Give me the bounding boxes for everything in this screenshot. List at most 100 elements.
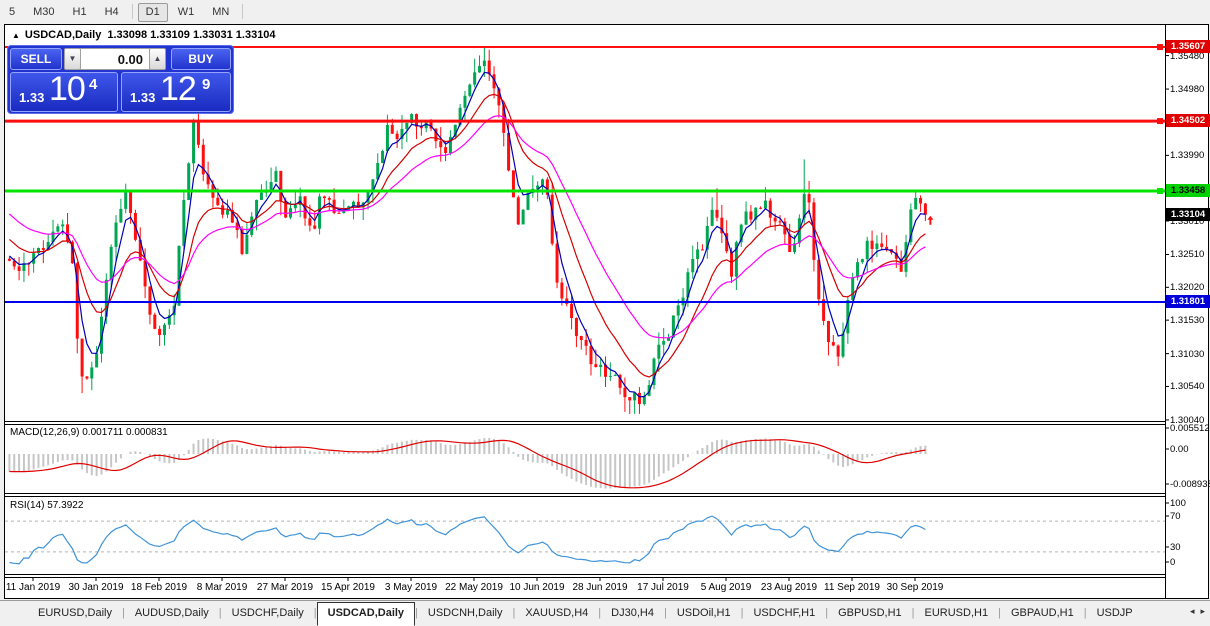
tab-scroll-left-icon[interactable]: ◂ xyxy=(1189,606,1195,616)
tab-separator: | xyxy=(825,607,829,619)
tab-usdcnh-daily[interactable]: USDCNH,Daily xyxy=(427,607,503,619)
date-tick-label: 30 Sep 2019 xyxy=(886,582,944,593)
volume-increase-button[interactable]: ▲ xyxy=(149,48,166,70)
current-price-arrow-icon xyxy=(927,215,934,225)
price-axis-divider xyxy=(1165,24,1166,599)
tab-separator: | xyxy=(663,607,667,619)
price-tick-label: 1.33010 xyxy=(1170,216,1205,227)
macd-tick-label: 0.005512 xyxy=(1170,423,1210,434)
date-tick-label: 22 May 2019 xyxy=(445,582,503,593)
tab-audusd-daily[interactable]: AUDUSD,Daily xyxy=(134,607,209,619)
tab-separator: | xyxy=(911,607,915,619)
price-tick-label: 1.32020 xyxy=(1170,282,1205,294)
date-tick-label: 17 Jul 2019 xyxy=(637,582,689,593)
tab-dj30-h4[interactable]: DJ30,H4 xyxy=(611,607,654,619)
rsi-tick-label: 70 xyxy=(1170,511,1181,522)
tab-eurusd-daily[interactable]: EURUSD,Daily xyxy=(38,607,112,619)
rsi-tick-label: 30 xyxy=(1170,542,1181,553)
date-tick-label: 5 Aug 2019 xyxy=(700,582,752,593)
timeframe-button-m30[interactable]: M30 xyxy=(33,6,55,18)
current-price-badge: 1.33104 xyxy=(1166,207,1210,221)
toolbar-separator xyxy=(242,4,244,19)
sell-price-main: 10 xyxy=(49,70,86,108)
sell-button[interactable]: SELL xyxy=(10,48,62,70)
timeframe-button-mn[interactable]: MN xyxy=(212,6,230,18)
timeframe-button-w1[interactable]: W1 xyxy=(177,6,195,18)
date-tick-label: 3 May 2019 xyxy=(384,582,438,593)
toolbar-separator xyxy=(131,4,133,19)
date-tick-label: 8 Mar 2019 xyxy=(196,582,248,593)
macd-label: MACD(12,26,9) 0.001711 0.000831 xyxy=(10,427,168,438)
chart-ohlc-values: 1.33098 1.33109 1.33031 1.33104 xyxy=(107,29,276,41)
sell-price-base: 1.33 xyxy=(19,90,45,105)
tab-usdchf-h1[interactable]: USDCHF,H1 xyxy=(753,607,816,619)
price-tick-label: 1.33990 xyxy=(1170,150,1205,162)
timeframe-toolbar: 5 M30 H1 H4 D1 W1 MN xyxy=(0,0,1210,23)
tab-usdjp[interactable]: USDJP xyxy=(1096,607,1133,619)
date-tick-label: 30 Jan 2019 xyxy=(68,582,124,593)
date-tick-label: 27 Mar 2019 xyxy=(256,582,314,593)
chart-tab-bar: EURUSD,Daily | AUDUSD,Daily | USDCHF,Daily | U… xyxy=(0,600,1210,626)
price-tick-label: 1.32510 xyxy=(1170,249,1205,261)
chevron-up-icon: ▲ xyxy=(153,54,162,63)
rsi-tick-label: 0 xyxy=(1170,557,1176,568)
level-price-badge: 1.31801 xyxy=(1166,294,1210,308)
buy-button[interactable]: BUY xyxy=(171,48,231,70)
level-price-badge: 1.33458 xyxy=(1166,184,1210,197)
one-click-trading-panel: SELL ▼ ▲ BUY 1.33 10 4 1.33 12 9 xyxy=(7,45,234,114)
timeframe-button-5[interactable]: 5 xyxy=(9,6,16,18)
pane-separator[interactable] xyxy=(5,574,1165,578)
date-tick-label: 23 Aug 2019 xyxy=(760,582,818,593)
tab-separator: | xyxy=(998,607,1001,619)
timeframe-button-h4[interactable]: H4 xyxy=(104,6,119,18)
date-tick-label: 11 Sep 2019 xyxy=(824,582,880,593)
price-tick-label: 1.35480 xyxy=(1170,50,1205,62)
tab-separator: | xyxy=(1083,607,1087,619)
chart-title: ▲ USDCAD,Daily 1.33098 1.33109 1.33031 1.3… xyxy=(12,29,276,41)
tab-separator: | xyxy=(512,607,516,619)
buy-price-main: 12 xyxy=(160,70,197,108)
price-tick-label: 1.30040 xyxy=(1170,414,1205,426)
timeframe-button-d1[interactable]: D1 xyxy=(137,3,168,22)
date-tick-label: 10 Jun 2019 xyxy=(509,582,565,593)
buy-price-display[interactable]: 1.33 12 9 xyxy=(121,70,231,112)
macd-tick-label: -0.008938 xyxy=(1170,479,1210,490)
tab-separator: | xyxy=(218,607,222,619)
tab-usdoil-h1[interactable]: USDOil,H1 xyxy=(676,607,731,619)
date-tick-label: 15 Apr 2019 xyxy=(321,582,375,593)
date-tick-label: 11 Jan 2019 xyxy=(5,582,61,593)
tab-gbpaud-h1[interactable]: GBPAUD,H1 xyxy=(1010,607,1074,619)
tab-separator: | xyxy=(740,607,744,619)
tab-usdchf-daily[interactable]: USDCHF,Daily xyxy=(231,607,304,619)
tab-separator: | xyxy=(121,607,125,619)
date-tick-label: 28 Jun 2019 xyxy=(572,582,628,593)
price-tick-label: 1.31530 xyxy=(1170,315,1205,327)
tab-eurusd-h1[interactable]: EURUSD,H1 xyxy=(924,607,989,619)
sell-price-pip: 4 xyxy=(89,76,98,93)
buy-price-base: 1.33 xyxy=(130,90,156,105)
pane-separator[interactable] xyxy=(5,493,1165,497)
tab-usdcad-daily[interactable]: USDCAD,Daily xyxy=(316,602,416,626)
tab-separator: | xyxy=(313,607,317,619)
tab-gbpusd-h1[interactable]: GBPUSD,H1 xyxy=(838,607,902,619)
macd-tick-label: 0.00 xyxy=(1170,444,1189,455)
pane-separator[interactable] xyxy=(5,421,1165,425)
level-price-badge: 1.34502 xyxy=(1166,114,1210,128)
date-tick-label: 18 Feb 2019 xyxy=(130,582,188,593)
chevron-down-icon: ▼ xyxy=(68,54,77,63)
price-tick-label: 1.31030 xyxy=(1170,348,1205,360)
tab-separator: | xyxy=(598,607,602,619)
price-tick-label: 1.30540 xyxy=(1170,381,1205,393)
tab-xauusd-h4[interactable]: XAUUSD,H4 xyxy=(525,607,589,619)
tab-scroll-right-icon[interactable]: ▸ xyxy=(1200,606,1205,616)
collapse-triangle-icon[interactable]: ▲ xyxy=(12,31,20,40)
volume-input[interactable] xyxy=(80,48,150,70)
timeframe-button-h1[interactable]: H1 xyxy=(72,6,87,18)
sell-price-display[interactable]: 1.33 10 4 xyxy=(10,70,118,112)
level-price-badge: 1.35607 xyxy=(1166,40,1210,54)
volume-decrease-button[interactable]: ▼ xyxy=(64,48,81,70)
buy-price-pip: 9 xyxy=(202,76,211,93)
price-tick-label: 1.34980 xyxy=(1170,84,1205,96)
rsi-tick-label: 100 xyxy=(1170,498,1186,509)
